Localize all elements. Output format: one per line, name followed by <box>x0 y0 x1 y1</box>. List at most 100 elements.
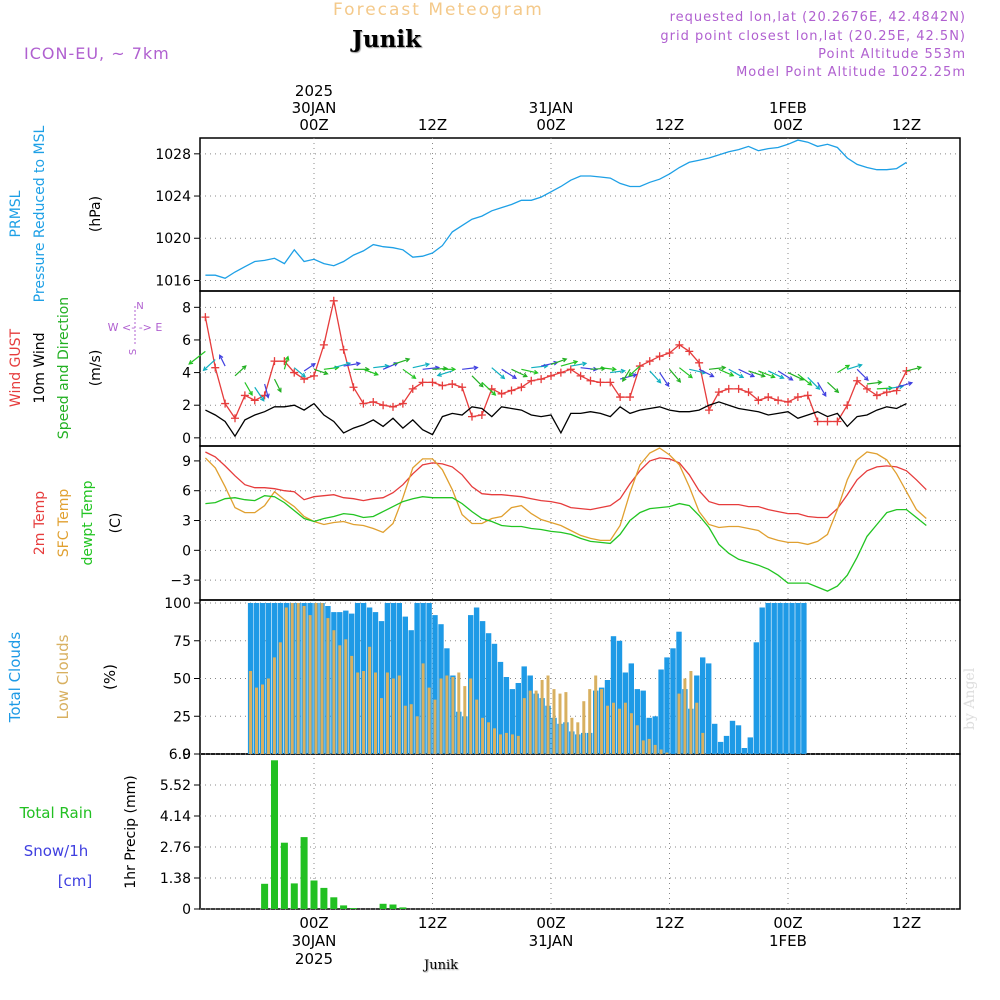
y-tick-label: 5.52 <box>160 778 191 794</box>
gust-marker <box>645 357 654 366</box>
gust-marker <box>833 417 842 426</box>
gust-marker <box>517 383 526 392</box>
dewpt-temp-line <box>205 495 927 592</box>
y-tick-label: 4 <box>182 366 191 382</box>
wind-arrow <box>531 365 548 369</box>
low-cloud-bar <box>284 607 288 754</box>
total-cloud-bar <box>497 661 504 754</box>
low-cloud-bar <box>338 645 342 754</box>
wind-arrow-head <box>611 366 617 372</box>
series-line <box>205 139 907 280</box>
wind-arrow <box>432 367 447 370</box>
wind-arrow <box>412 363 430 369</box>
gust-marker <box>468 412 476 421</box>
low-cloud-bar <box>403 705 407 754</box>
wind-arrow-head <box>284 355 290 361</box>
wind-arrow-head <box>676 377 682 383</box>
low-cloud-bar <box>445 675 449 754</box>
wind-arrow <box>659 372 670 387</box>
y-tick-label: 0 <box>182 543 191 559</box>
low-cloud-bar <box>296 603 300 754</box>
low-cloud-bar <box>427 687 431 754</box>
top-time-tick-label: 00Z <box>536 116 565 134</box>
low-cloud-bar <box>380 698 383 754</box>
gust-marker <box>359 399 368 408</box>
total-cloud-bar <box>670 648 676 754</box>
low-cloud-bar <box>504 732 508 754</box>
total-cloud-bar <box>735 725 742 754</box>
gust-marker <box>221 399 230 408</box>
low-cloud-bar <box>606 705 609 754</box>
precip-panel: 0 1.38 2.76 4.14 5.52 6.9 Total Rain Snow/1h [cm… <box>19 747 960 918</box>
bottom-time-tick-label: 30JAN <box>292 932 337 950</box>
wind-arrow-head <box>760 373 766 378</box>
total-cloud-bar <box>652 716 658 754</box>
panel-label: dewpt Temp <box>80 480 96 565</box>
panel-label: Low Clouds <box>54 634 72 719</box>
rain-bar <box>399 907 407 909</box>
low-cloud-bar <box>677 693 681 754</box>
bottom-time-tick-label: 00Z <box>299 914 328 932</box>
gust-marker <box>843 401 852 410</box>
total-cloud-bar <box>712 723 718 754</box>
top-time-tick-label: 00Z <box>299 116 328 134</box>
wind-arrow <box>758 370 775 378</box>
gust-marker <box>418 378 427 387</box>
bottom-time-tick-label: 1FEB <box>769 932 807 950</box>
wind-arrow <box>718 368 734 377</box>
total-cloud-bar <box>515 683 521 754</box>
wind-arrow-head <box>573 360 579 365</box>
wind-arrow-head <box>411 374 417 380</box>
low-cloud-bar <box>618 708 621 754</box>
y-tick-label: 1.38 <box>160 871 191 887</box>
top-time-tick-label: 31JAN <box>529 99 574 117</box>
wind-arrow-head <box>248 390 253 397</box>
gust-marker <box>793 393 802 402</box>
panel-label: PRMSL <box>8 190 24 237</box>
wind-arrow-head <box>877 380 883 386</box>
wind-arrow-head <box>323 370 329 376</box>
y-tick-label: 8 <box>182 300 191 316</box>
panel-label: 10m Wind <box>32 332 48 403</box>
panel-label: Total Clouds <box>6 632 24 724</box>
low-cloud-bar <box>344 639 348 754</box>
model-label: ICON-EU, ~ 7km <box>24 44 170 63</box>
low-cloud-bar <box>594 675 598 754</box>
gust-marker <box>675 340 684 349</box>
y-tick-label: 1028 <box>155 147 191 163</box>
wind-arrow <box>679 367 693 379</box>
wind-arrow-head <box>218 354 224 360</box>
total-cloud-bar <box>741 748 748 754</box>
rain-bar <box>280 842 288 909</box>
wind-arrow <box>610 370 625 374</box>
wind-arrow <box>797 373 812 386</box>
y-tick-label: 2 <box>182 398 191 414</box>
total-cloud-bar <box>479 621 486 754</box>
total-cloud-bar <box>426 603 432 754</box>
wind-arrow <box>511 368 528 378</box>
wind-arrow-head <box>265 393 270 399</box>
low-cloud-bar <box>689 671 693 754</box>
y-tick-label: 6 <box>182 333 191 349</box>
low-cloud-bar <box>332 630 336 754</box>
gust-marker <box>349 383 358 392</box>
gust-marker <box>398 399 407 408</box>
low-cloud-bar <box>612 702 615 754</box>
wind-arrow-head <box>511 374 518 379</box>
wind-arrow-head <box>622 376 627 383</box>
wind-arrow-head <box>898 384 905 390</box>
low-cloud-bar <box>278 642 282 754</box>
total-cloud-bar <box>628 663 634 754</box>
panel-label: Total Rain <box>19 804 93 822</box>
wind-arrow <box>856 368 869 381</box>
low-cloud-bar <box>374 672 377 754</box>
wind-arrow-head <box>779 374 785 379</box>
gust-marker <box>329 296 338 305</box>
wind-arrow-head <box>815 385 821 391</box>
low-cloud-bar <box>255 687 258 754</box>
total-cloud-bar <box>378 621 385 754</box>
low-cloud-bar <box>290 603 294 754</box>
y-tick-label: 1020 <box>155 231 191 247</box>
wind-arrow <box>313 368 328 375</box>
wind-arrow-head <box>664 382 670 388</box>
